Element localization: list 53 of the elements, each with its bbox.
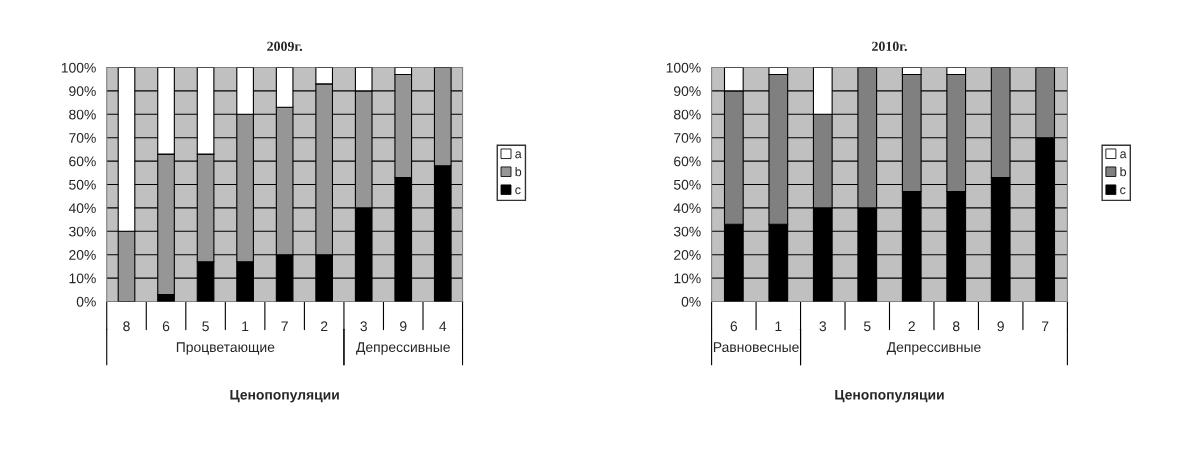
y-tick-label: 80%	[673, 109, 701, 120]
y-tick-label: 100%	[666, 62, 701, 73]
legend-label: b	[1120, 167, 1127, 177]
y-tick-label: 80%	[69, 109, 96, 120]
legend-label: a	[515, 151, 522, 159]
x-tick-label: 9	[997, 321, 1004, 332]
y-tick-label: 20%	[674, 250, 701, 260]
y-tick-label: 0%	[681, 296, 701, 307]
x-tick-label: 6	[162, 321, 170, 332]
legend-label: a	[1120, 151, 1127, 159]
y-tick-label: 20%	[69, 250, 96, 260]
y-tick-label: 60%	[674, 156, 701, 167]
y-tick-label: 70%	[674, 133, 701, 143]
x-tick-label: 5	[202, 321, 209, 332]
x-tick-label: 4	[439, 321, 447, 332]
chart-title: 2010г.	[872, 41, 907, 52]
x-tick-label: 2	[908, 321, 915, 332]
y-tick-label: 50%	[69, 179, 96, 190]
legend-label: c	[515, 187, 521, 195]
y-tick-label: 50%	[673, 179, 701, 190]
y-tick-label: 70%	[69, 133, 96, 143]
legend-label: b	[515, 167, 522, 177]
x-tick-label: 1	[242, 321, 249, 332]
x-axis-title: Ценопопуляции	[835, 389, 944, 403]
y-tick-label: 10%	[69, 273, 96, 284]
y-tick-label: 30%	[673, 226, 701, 237]
x-tick-label: 7	[1042, 321, 1049, 332]
x-tick-label: 8	[123, 321, 130, 332]
y-tick-label: 30%	[69, 226, 96, 237]
x-axis-title: Ценопопуляции	[230, 389, 339, 403]
text: Депрессивные	[886, 342, 981, 355]
x-tick-label: 5	[863, 321, 871, 332]
legend-label: c	[1120, 187, 1126, 195]
y-tick-label: 40%	[673, 203, 701, 214]
x-tick-label: 1	[775, 321, 782, 332]
y-tick-label: 100%	[61, 62, 96, 73]
text: Равновесные	[713, 342, 799, 353]
x-tick-label: 3	[360, 321, 367, 332]
text: Процветающие	[176, 342, 275, 355]
y-tick-label: 60%	[69, 156, 96, 167]
x-tick-label: 2	[321, 321, 328, 332]
y-tick-label: 10%	[674, 273, 701, 284]
x-tick-label: 6	[730, 321, 738, 332]
y-tick-label: 90%	[674, 86, 701, 97]
y-tick-label: 40%	[68, 203, 96, 214]
x-tick-label: 3	[819, 321, 827, 332]
y-tick-label: 90%	[69, 86, 96, 97]
x-tick-label: 8	[952, 321, 960, 332]
x-tick-label: 9	[400, 321, 407, 332]
text: Депрессивные	[356, 342, 450, 355]
y-tick-label: 0%	[76, 296, 96, 307]
chart-title: 2009г.	[267, 41, 303, 52]
x-tick-label: 7	[281, 321, 288, 332]
